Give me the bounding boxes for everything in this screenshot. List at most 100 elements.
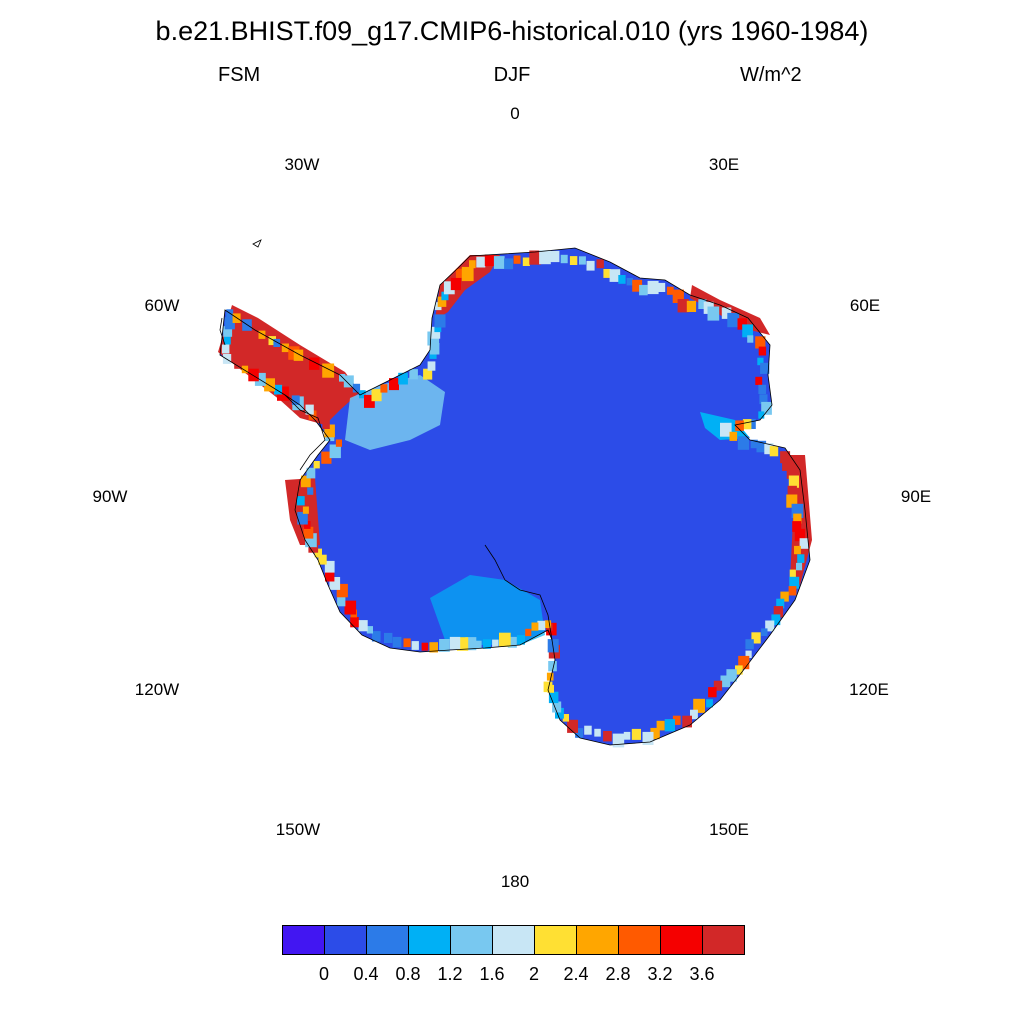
margin-cell [735,665,743,675]
margin-cell [248,368,259,382]
margin-cell [321,451,332,464]
colorbar-swatch [702,925,745,955]
margin-cell [631,728,641,740]
margin-cell [789,576,800,589]
margin-cell [548,661,557,672]
margin-cell [726,669,737,682]
margin-cell [552,701,562,713]
margin-cell [603,731,612,742]
island-outline [252,239,262,248]
margin-cell [364,394,375,408]
margin-cell [745,639,754,650]
lon-label-150e: 150E [709,820,749,839]
margin-cell [223,336,231,345]
margin-cell [281,343,289,353]
margin-cell [765,620,775,632]
margin-cell [656,720,665,731]
lon-label-120e: 120E [849,680,889,699]
margin-cell [301,475,311,488]
margin-cell [258,330,266,339]
season-label: DJF [493,64,531,86]
margin-cell [314,548,322,558]
colorbar-label: 0.4 [353,964,379,984]
margin-cell [686,300,697,312]
margin-cell [797,554,805,563]
margin-cell [639,284,648,296]
colorbar-swatch [324,925,367,955]
shelf-region [430,575,545,645]
colorbar-label: 3.6 [689,964,715,984]
margin-cell [579,256,586,265]
margin-cell [796,562,803,571]
colorbar-label: 3.2 [647,964,673,984]
margin-cell [742,419,752,430]
margin-cell [642,731,654,745]
margin-cell [429,642,438,653]
margin-cell [560,254,568,264]
margin-cell [465,637,477,651]
margin-cell [761,628,768,636]
colorbar-swatch [282,925,325,955]
margin-cell [548,691,559,704]
colorbar-label: 2 [528,964,540,984]
margin-cell [384,632,393,643]
lon-label-60w: 60W [144,296,180,315]
margin-cell [322,363,335,378]
margin-cell [350,617,359,628]
margin-cell [318,554,327,565]
margin-cell [303,354,314,368]
margin-cell [787,485,797,497]
margin-cell [782,458,793,471]
margin-cell [329,444,341,459]
plot-title: b.e21.BHIST.f09_g17.CMIP6-historical.010… [155,16,869,46]
margin-cell [758,346,767,356]
margin-cell [273,338,281,347]
margin-cell [788,586,797,596]
margin-cell [268,336,276,346]
lon-label-90e: 90E [900,487,932,506]
units-label: W/m^2 [740,64,802,86]
map-layer [218,239,812,748]
margin-cell [449,636,461,650]
margin-cell [720,675,731,688]
margin-cell [543,681,553,693]
margin-cell [475,640,482,649]
margin-cell [609,269,621,282]
margin-cell [329,577,341,590]
margin-cell [562,714,569,722]
colorbar-swatch [534,925,577,955]
margin-cell [371,389,382,402]
margin-cell [344,600,357,615]
margin-cell [306,467,316,479]
colorbar-swatch [660,925,703,955]
lon-label-30w: 30W [284,155,320,174]
lon-label-30e: 30E [708,155,740,174]
margin-cell [336,583,348,598]
margin-cell [751,632,761,644]
margin-cell [738,655,750,670]
margin-cell [759,394,768,405]
margin-cell [690,709,698,720]
coastline [219,247,811,746]
margin-cell [788,475,799,488]
margin-cell [544,620,552,628]
lon-label-180: 180 [500,872,530,891]
margin-cell [758,411,765,419]
margin-cell [443,281,455,295]
margin-cell [366,626,373,634]
margin-cell [529,250,542,265]
margin-cell [525,628,532,637]
margin-cell [537,620,546,631]
margin-cell [793,513,802,524]
margin-cell [499,632,511,647]
margin-cell [507,636,517,648]
margin-cell [596,259,604,269]
margin-cell [504,258,514,270]
colorbar-swatch [492,925,535,955]
margin-cell [792,521,802,532]
margin-cell [575,728,584,738]
margin-cell [569,256,578,265]
colorbar-label: 2.8 [605,964,631,984]
margin-cell [555,707,564,719]
margin-cell [786,494,798,508]
